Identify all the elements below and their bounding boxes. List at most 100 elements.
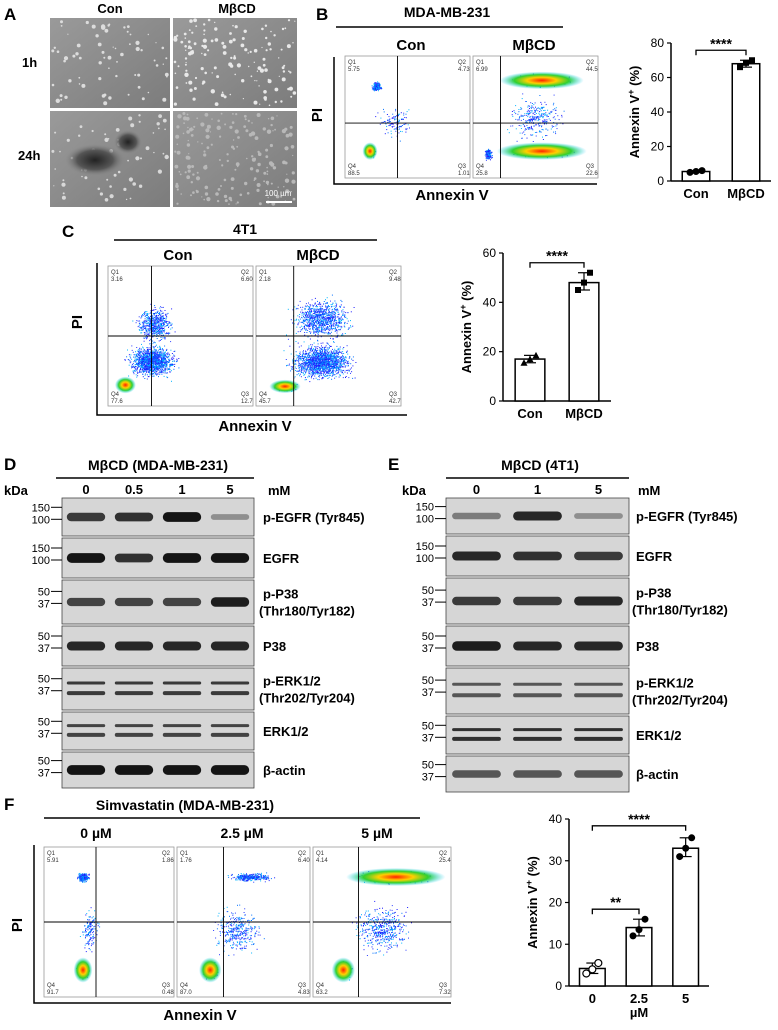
event-dot xyxy=(147,362,149,364)
event-dot xyxy=(153,361,155,363)
event-dot xyxy=(171,353,173,354)
event-dot xyxy=(146,353,148,355)
event-dot xyxy=(148,376,150,378)
event-dot xyxy=(142,353,144,355)
cell-speck xyxy=(251,157,256,162)
event-dot xyxy=(381,121,383,123)
event-dot xyxy=(143,364,145,366)
event-dot xyxy=(156,356,157,358)
event-dot xyxy=(403,112,405,114)
event-dot xyxy=(153,375,155,377)
event-dot xyxy=(165,364,167,366)
event-dot xyxy=(530,119,532,121)
event-dot xyxy=(138,360,140,362)
cell-speck xyxy=(196,171,199,174)
event-dot xyxy=(141,348,142,350)
event-dot xyxy=(156,358,158,360)
cell-speck xyxy=(91,129,94,133)
cell-speck xyxy=(256,70,259,72)
cell-speck xyxy=(259,68,264,73)
event-dot xyxy=(155,365,157,367)
event-dot xyxy=(155,362,157,364)
event-dot xyxy=(528,110,530,112)
panel-letter-b: B xyxy=(316,5,328,24)
cell-speck xyxy=(189,88,193,92)
event-dot xyxy=(519,116,521,117)
event-dot xyxy=(144,358,146,360)
event-dot xyxy=(558,119,560,121)
event-dot xyxy=(154,320,156,322)
event-dot xyxy=(399,113,401,115)
cell-speck xyxy=(226,153,229,156)
event-dot xyxy=(542,139,544,140)
cell-speck xyxy=(101,50,105,54)
event-dot xyxy=(373,86,375,88)
event-dot xyxy=(136,350,138,352)
event-dot xyxy=(377,82,379,84)
cell-speck xyxy=(147,91,150,94)
event-dot xyxy=(373,87,375,89)
event-dot xyxy=(530,105,532,107)
event-dot xyxy=(146,356,148,358)
cell-speck xyxy=(195,176,201,181)
panel-letter-e: E xyxy=(388,455,399,474)
y-axis-label-main: Annexin V xyxy=(627,94,642,158)
event-dot xyxy=(146,362,147,364)
event-dot xyxy=(555,109,557,111)
event-dot xyxy=(535,119,537,121)
event-dot xyxy=(544,120,546,122)
event-dot xyxy=(163,357,165,358)
event-dot xyxy=(533,119,535,121)
event-dot xyxy=(377,112,379,114)
cell-speck xyxy=(228,203,230,205)
event-dot xyxy=(526,121,528,123)
cell-speck xyxy=(206,146,210,150)
event-dot xyxy=(538,116,540,118)
cell-speck xyxy=(128,116,133,121)
event-dot xyxy=(489,151,490,153)
cell-speck xyxy=(236,201,239,204)
event-dot xyxy=(149,364,151,366)
event-dot xyxy=(153,355,155,357)
event-dot xyxy=(510,125,512,127)
event-dot xyxy=(143,368,145,370)
event-dot xyxy=(168,361,170,363)
event-dot xyxy=(166,376,168,378)
event-dot xyxy=(144,350,146,352)
event-dot xyxy=(139,355,141,357)
cell-speck xyxy=(292,42,294,44)
event-dot xyxy=(524,126,526,128)
event-dot xyxy=(155,373,157,375)
event-dot xyxy=(521,132,523,134)
event-dot xyxy=(146,347,148,349)
event-dot xyxy=(550,128,552,130)
event-dot xyxy=(158,361,160,363)
event-dot xyxy=(146,371,148,373)
event-dot xyxy=(155,349,157,351)
cell-speck xyxy=(177,114,182,119)
event-dot xyxy=(131,365,133,367)
event-dot xyxy=(530,119,532,121)
cell-speck xyxy=(263,171,267,175)
cell-speck xyxy=(223,178,227,182)
event-dot xyxy=(388,121,390,123)
event-dot xyxy=(526,111,528,113)
event-dot xyxy=(139,352,140,354)
cell-speck xyxy=(280,48,283,51)
cell-speck xyxy=(53,185,55,187)
event-dot xyxy=(154,366,156,368)
event-dot xyxy=(169,364,170,366)
event-dot xyxy=(155,323,157,325)
cell-speck xyxy=(259,103,261,105)
event-dot xyxy=(373,88,375,90)
event-dot xyxy=(551,125,553,127)
cell-speck xyxy=(239,193,243,197)
cell-speck xyxy=(126,25,130,28)
cell-speck xyxy=(125,198,128,201)
cell-speck xyxy=(162,97,167,102)
cell-speck xyxy=(288,70,290,72)
event-dot xyxy=(143,338,145,339)
cell-speck xyxy=(230,186,234,190)
event-dot xyxy=(161,360,163,362)
event-dot xyxy=(163,357,165,359)
